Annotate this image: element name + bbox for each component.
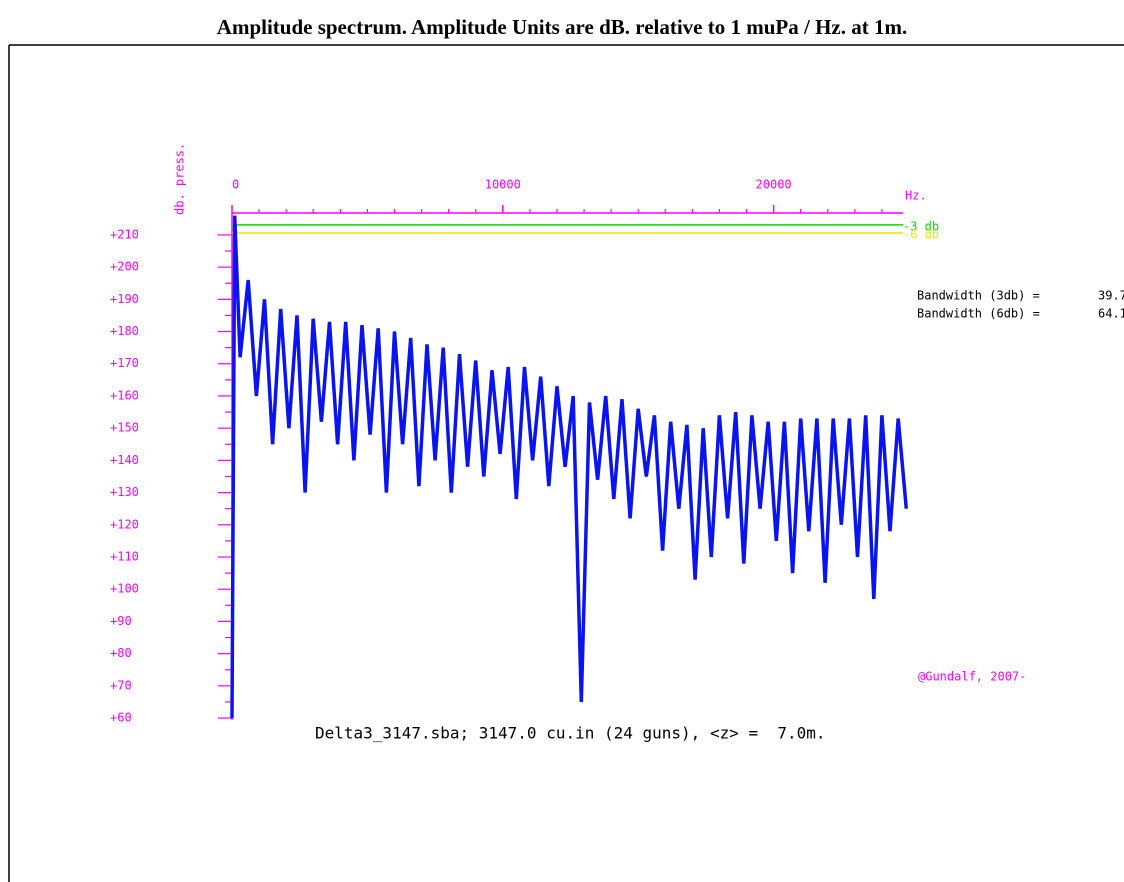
annotation-text: Bandwidth (6db) =	[917, 307, 1040, 321]
x-axis-label: Hz.	[905, 189, 927, 203]
caption: Delta3_3147.sba; 3147.0 cu.in (24 guns),…	[315, 724, 826, 743]
y-tick-label: +140	[110, 453, 139, 467]
y-tick-label: +70	[110, 678, 132, 692]
page-title: Amplitude spectrum. Amplitude Units are …	[217, 15, 907, 39]
annotation-value: 39.7	[1098, 289, 1124, 303]
y-tick-label: +80	[110, 646, 132, 660]
x-tick-label: 0	[232, 178, 239, 192]
annotation-value: 64.1	[1098, 307, 1124, 321]
annotation-text: Bandwidth (3db) =	[917, 289, 1040, 303]
spectrum-line	[230, 215, 909, 719]
y-tick-label: +100	[110, 582, 139, 596]
x-tick-label: 10000	[485, 178, 521, 192]
credit: @Gundalf, 2007-	[918, 670, 1026, 684]
y-tick-label: +160	[110, 388, 139, 402]
y-tick-label: +210	[110, 227, 139, 241]
ref-line-label: -3 db	[903, 219, 939, 233]
y-tick-label: +60	[110, 711, 132, 725]
y-axis-label: db. press.	[173, 143, 187, 215]
y-tick-label: +120	[110, 517, 139, 531]
x-tick-label: 20000	[756, 178, 792, 192]
y-tick-label: +180	[110, 324, 139, 338]
ref-line-label: -6 db	[903, 227, 939, 241]
y-tick-label: +170	[110, 356, 139, 370]
y-tick-label: +200	[110, 260, 139, 274]
y-tick-label: +90	[110, 614, 132, 628]
y-tick-label: +150	[110, 421, 139, 435]
y-tick-label: +130	[110, 485, 139, 499]
y-tick-label: +110	[110, 550, 139, 564]
y-tick-label: +190	[110, 292, 139, 306]
